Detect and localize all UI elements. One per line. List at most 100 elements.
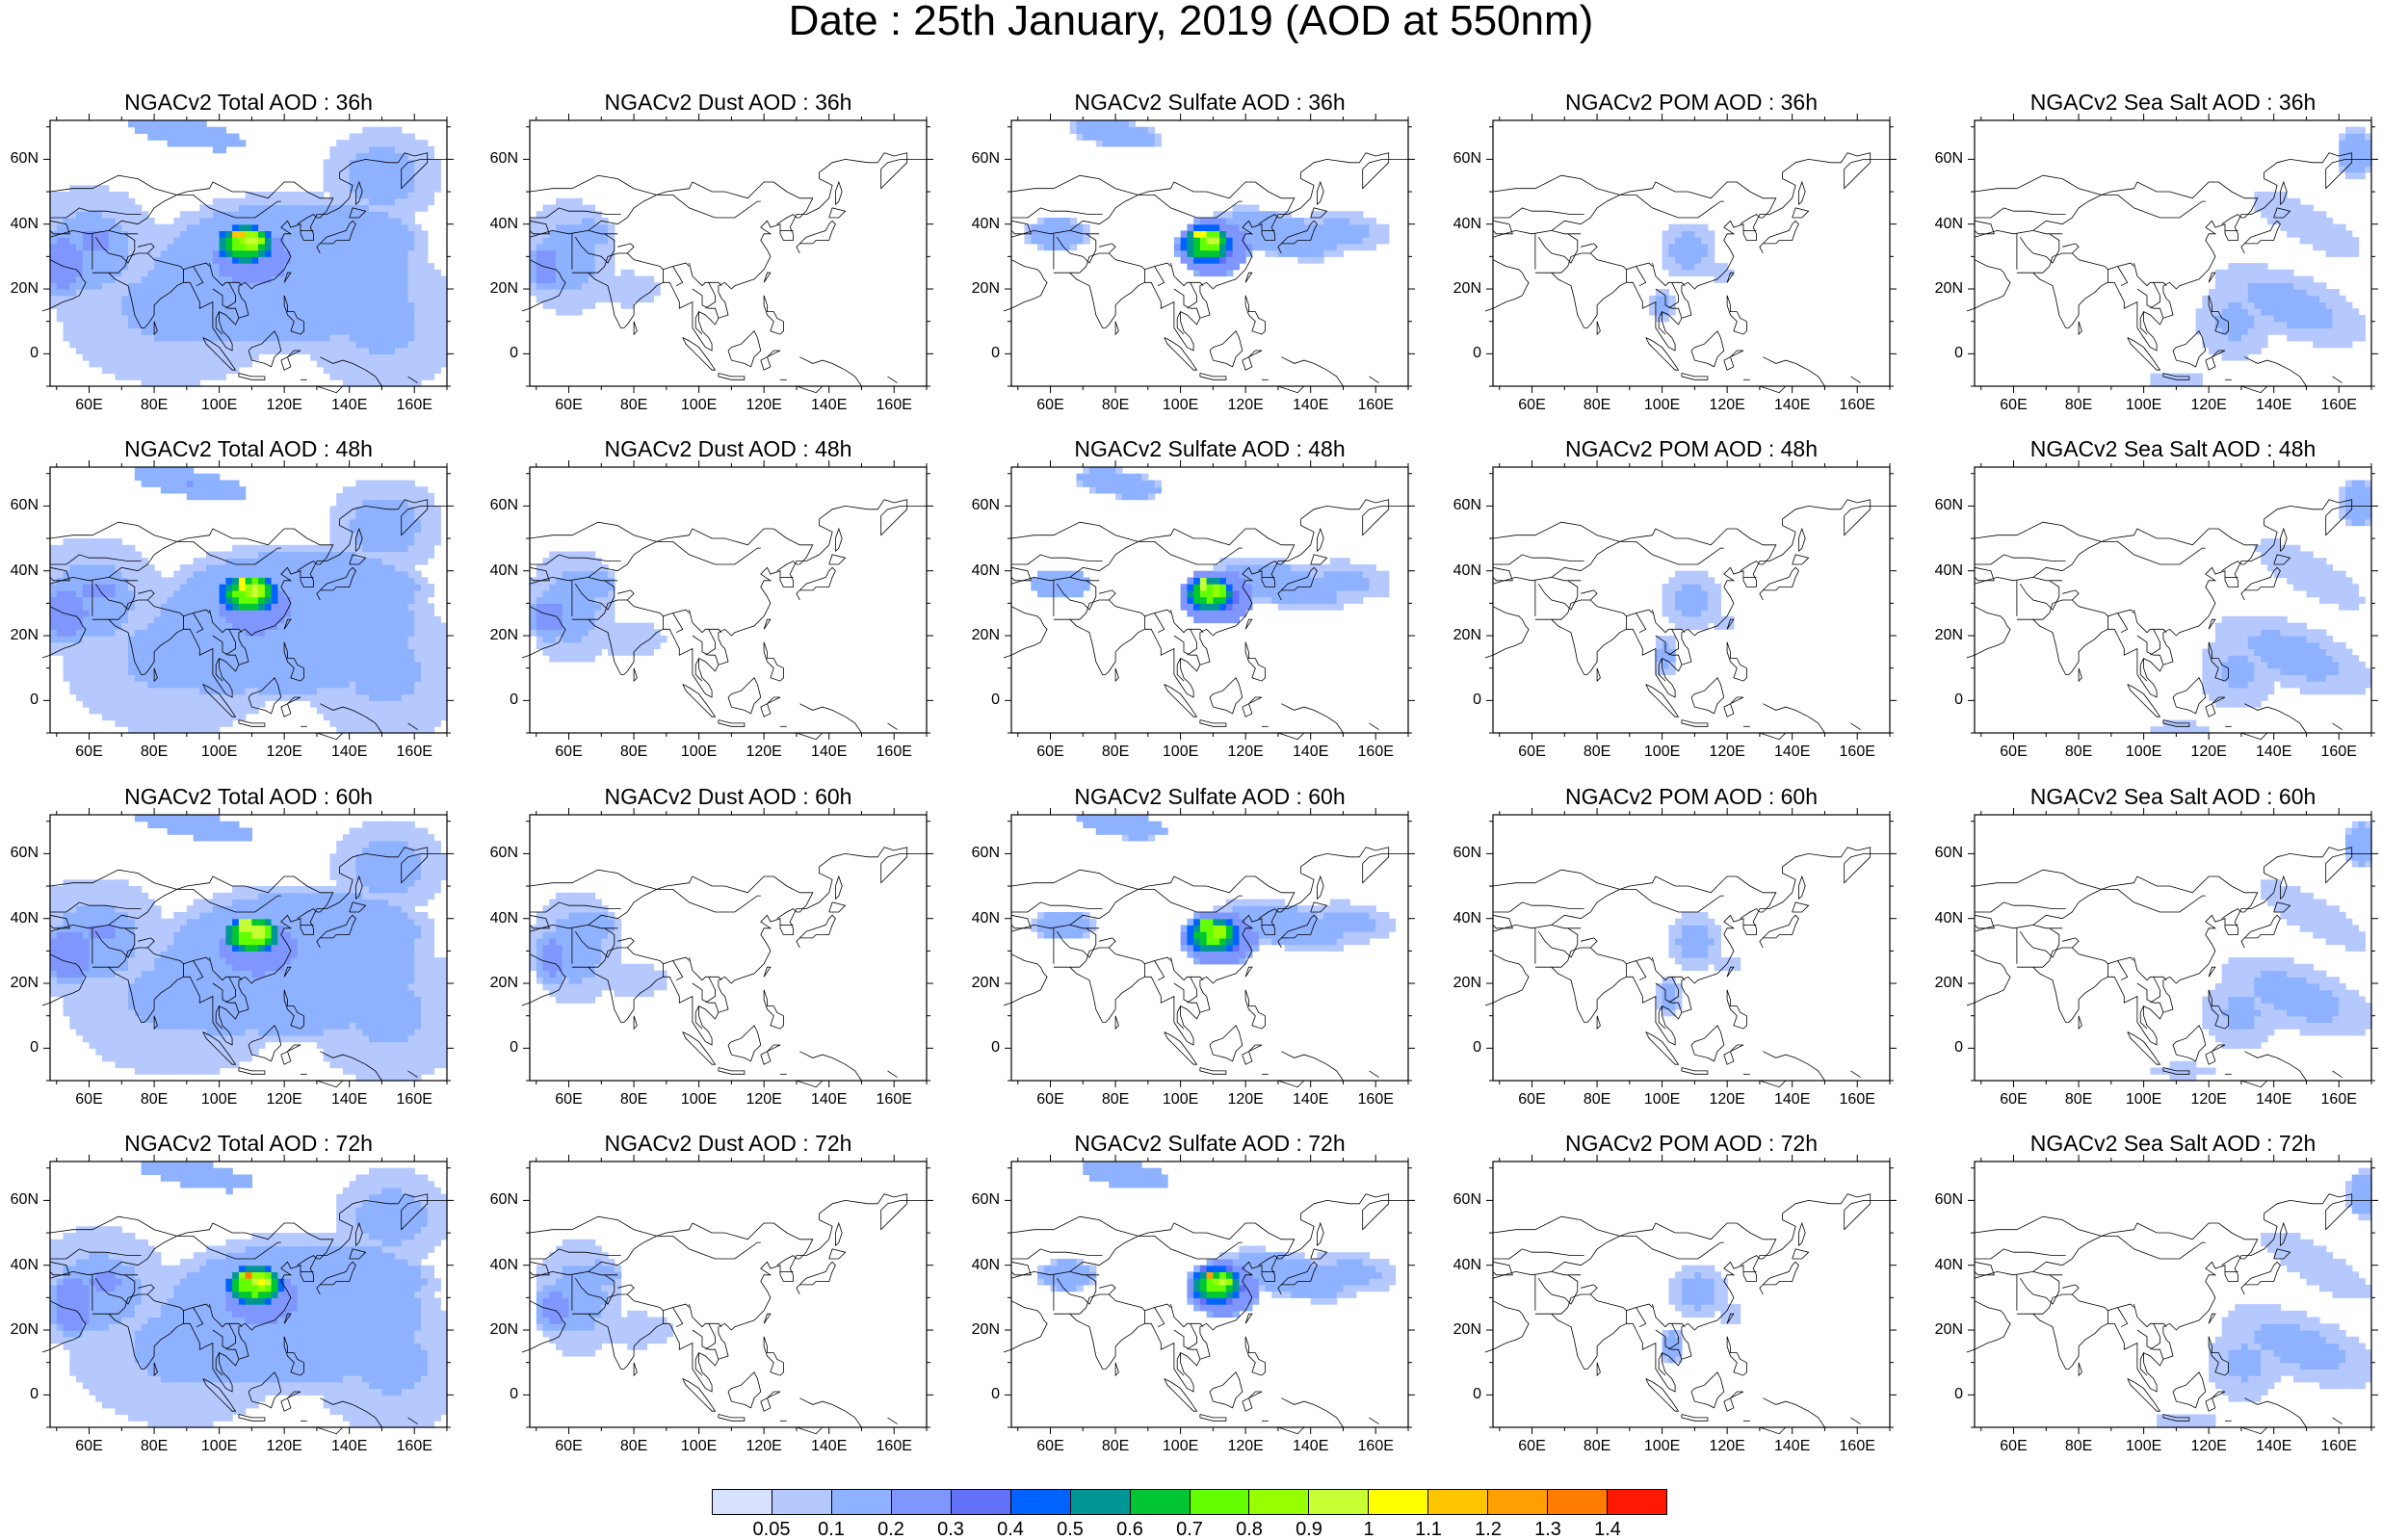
lon-tick-label: 120E [2180,1438,2238,1455]
lon-tick-label: 60E [540,397,598,414]
lon-tick-label: 100E [191,1438,249,1455]
lon-tick-label: 160E [1828,397,1886,414]
lat-tick-label: 20N [957,627,1000,644]
colorbar-box [892,1490,952,1514]
colorbar-box [1428,1490,1488,1514]
panel-title: NGACv2 Total AOD : 60h [46,784,451,809]
lat-tick-label: 20N [0,627,39,644]
lat-tick-label: 60N [0,845,39,862]
panel-title: NGACv2 Total AOD : 48h [46,436,451,461]
lon-tick-label: 140E [800,1091,858,1109]
aod-field [2150,127,2371,387]
lon-tick-label: 100E [1152,744,1210,761]
panel-title: NGACv2 POM AOD : 72h [1489,1131,1894,1156]
lon-tick-label: 140E [321,397,379,414]
lon-tick-label: 80E [2050,1438,2107,1455]
lon-tick-label: 160E [1828,1091,1886,1109]
lon-tick-label: 120E [1698,1438,1756,1455]
lat-tick-label: 40N [1921,562,1963,580]
lat-tick-label: 0 [957,692,1000,709]
colorbar-label: 1.4 [1584,1520,1632,1539]
aod-field [1662,1266,1741,1364]
lat-tick-label: 40N [1439,1257,1481,1274]
lat-tick-label: 0 [0,692,39,709]
lat-tick-label: 20N [1921,627,1963,644]
lon-tick-label: 60E [1022,397,1080,414]
lon-tick-label: 140E [321,1438,379,1455]
lat-tick-label: 60N [476,150,518,168]
colorbar-box [832,1490,892,1514]
lon-tick-label: 60E [1985,744,2043,761]
lon-tick-label: 160E [2310,1091,2368,1109]
lon-tick-label: 80E [125,1438,183,1455]
colorbar-box [1191,1490,1250,1514]
lon-tick-label: 80E [1568,744,1626,761]
aod-field [1649,224,1734,323]
aod-map-seasalt-60h [1967,807,2379,1088]
lat-tick-label: 40N [957,1257,1000,1274]
aod-map-sulfate-60h [1004,807,1416,1088]
lat-tick-label: 40N [476,910,518,927]
panel-title: NGACv2 Sulfate AOD : 60h [1008,784,1412,809]
lon-tick-label: 140E [2245,744,2303,761]
lon-tick-label: 120E [1217,397,1274,414]
lon-tick-label: 60E [540,1091,598,1109]
aod-map-total-36h [42,113,455,394]
lat-tick-label: 0 [1921,345,1963,362]
lat-tick-label: 40N [0,216,39,233]
lon-tick-label: 120E [2180,397,2238,414]
aod-map-seasalt-48h [1967,459,2379,741]
lat-tick-label: 60N [1921,1191,1963,1209]
lat-tick-label: 40N [0,1257,39,1274]
coastlines-and-borders [522,1194,927,1434]
aod-field [1656,571,1735,675]
lat-tick-label: 0 [957,1386,1000,1403]
lon-tick-label: 60E [540,744,598,761]
lon-tick-label: 60E [1022,1091,1080,1109]
lat-tick-label: 0 [1921,692,1963,709]
lat-tick-label: 60N [476,1191,518,1209]
colorbar-box [1548,1490,1608,1514]
lat-tick-label: 0 [957,345,1000,362]
lon-tick-label: 140E [1282,744,1340,761]
colorbar-box [1608,1490,1666,1514]
lon-tick-label: 60E [1504,1438,1561,1455]
lon-tick-label: 140E [2245,1091,2303,1109]
colorbar-label: 1 [1345,1520,1393,1539]
lon-tick-label: 120E [735,1438,793,1455]
lon-tick-label: 60E [1985,1438,2043,1455]
lat-tick-label: 60N [1439,497,1481,514]
lat-tick-label: 40N [0,910,39,927]
lon-tick-label: 100E [2115,1091,2173,1109]
lat-tick-label: 20N [957,280,1000,298]
colorbar-label: 0.1 [807,1520,855,1539]
aod-field [530,552,667,663]
panel-title: NGACv2 Total AOD : 72h [46,1131,451,1156]
colorbar-label: 0.05 [747,1520,796,1539]
aod-map-dust-36h [522,113,934,394]
lat-tick-label: 20N [476,1321,518,1339]
lat-tick-label: 40N [957,562,1000,580]
aod-map-pom-72h [1485,1154,1898,1435]
lat-tick-label: 20N [1439,627,1481,644]
lat-tick-label: 60N [0,1191,39,1209]
lon-tick-label: 100E [1152,1091,1210,1109]
lat-tick-label: 60N [1921,150,1963,168]
lon-tick-label: 160E [865,1438,923,1455]
lon-tick-label: 60E [1022,1438,1080,1455]
coastlines-and-borders [1967,1194,2371,1434]
lat-tick-label: 20N [476,627,518,644]
lon-tick-label: 120E [255,1091,313,1109]
lon-tick-label: 120E [255,397,313,414]
lon-tick-label: 100E [2115,397,2173,414]
lon-tick-label: 60E [1504,744,1561,761]
lon-tick-label: 160E [2310,744,2368,761]
aod-map-sulfate-72h [1004,1154,1416,1435]
lon-tick-label: 100E [670,744,728,761]
lon-tick-label: 80E [605,744,663,761]
lon-tick-label: 140E [2245,397,2303,414]
panel-title: NGACv2 Sea Salt AOD : 72h [1971,1131,2375,1156]
lat-tick-label: 20N [476,280,518,298]
lat-tick-label: 60N [0,150,39,168]
coastlines-and-borders [522,153,927,393]
